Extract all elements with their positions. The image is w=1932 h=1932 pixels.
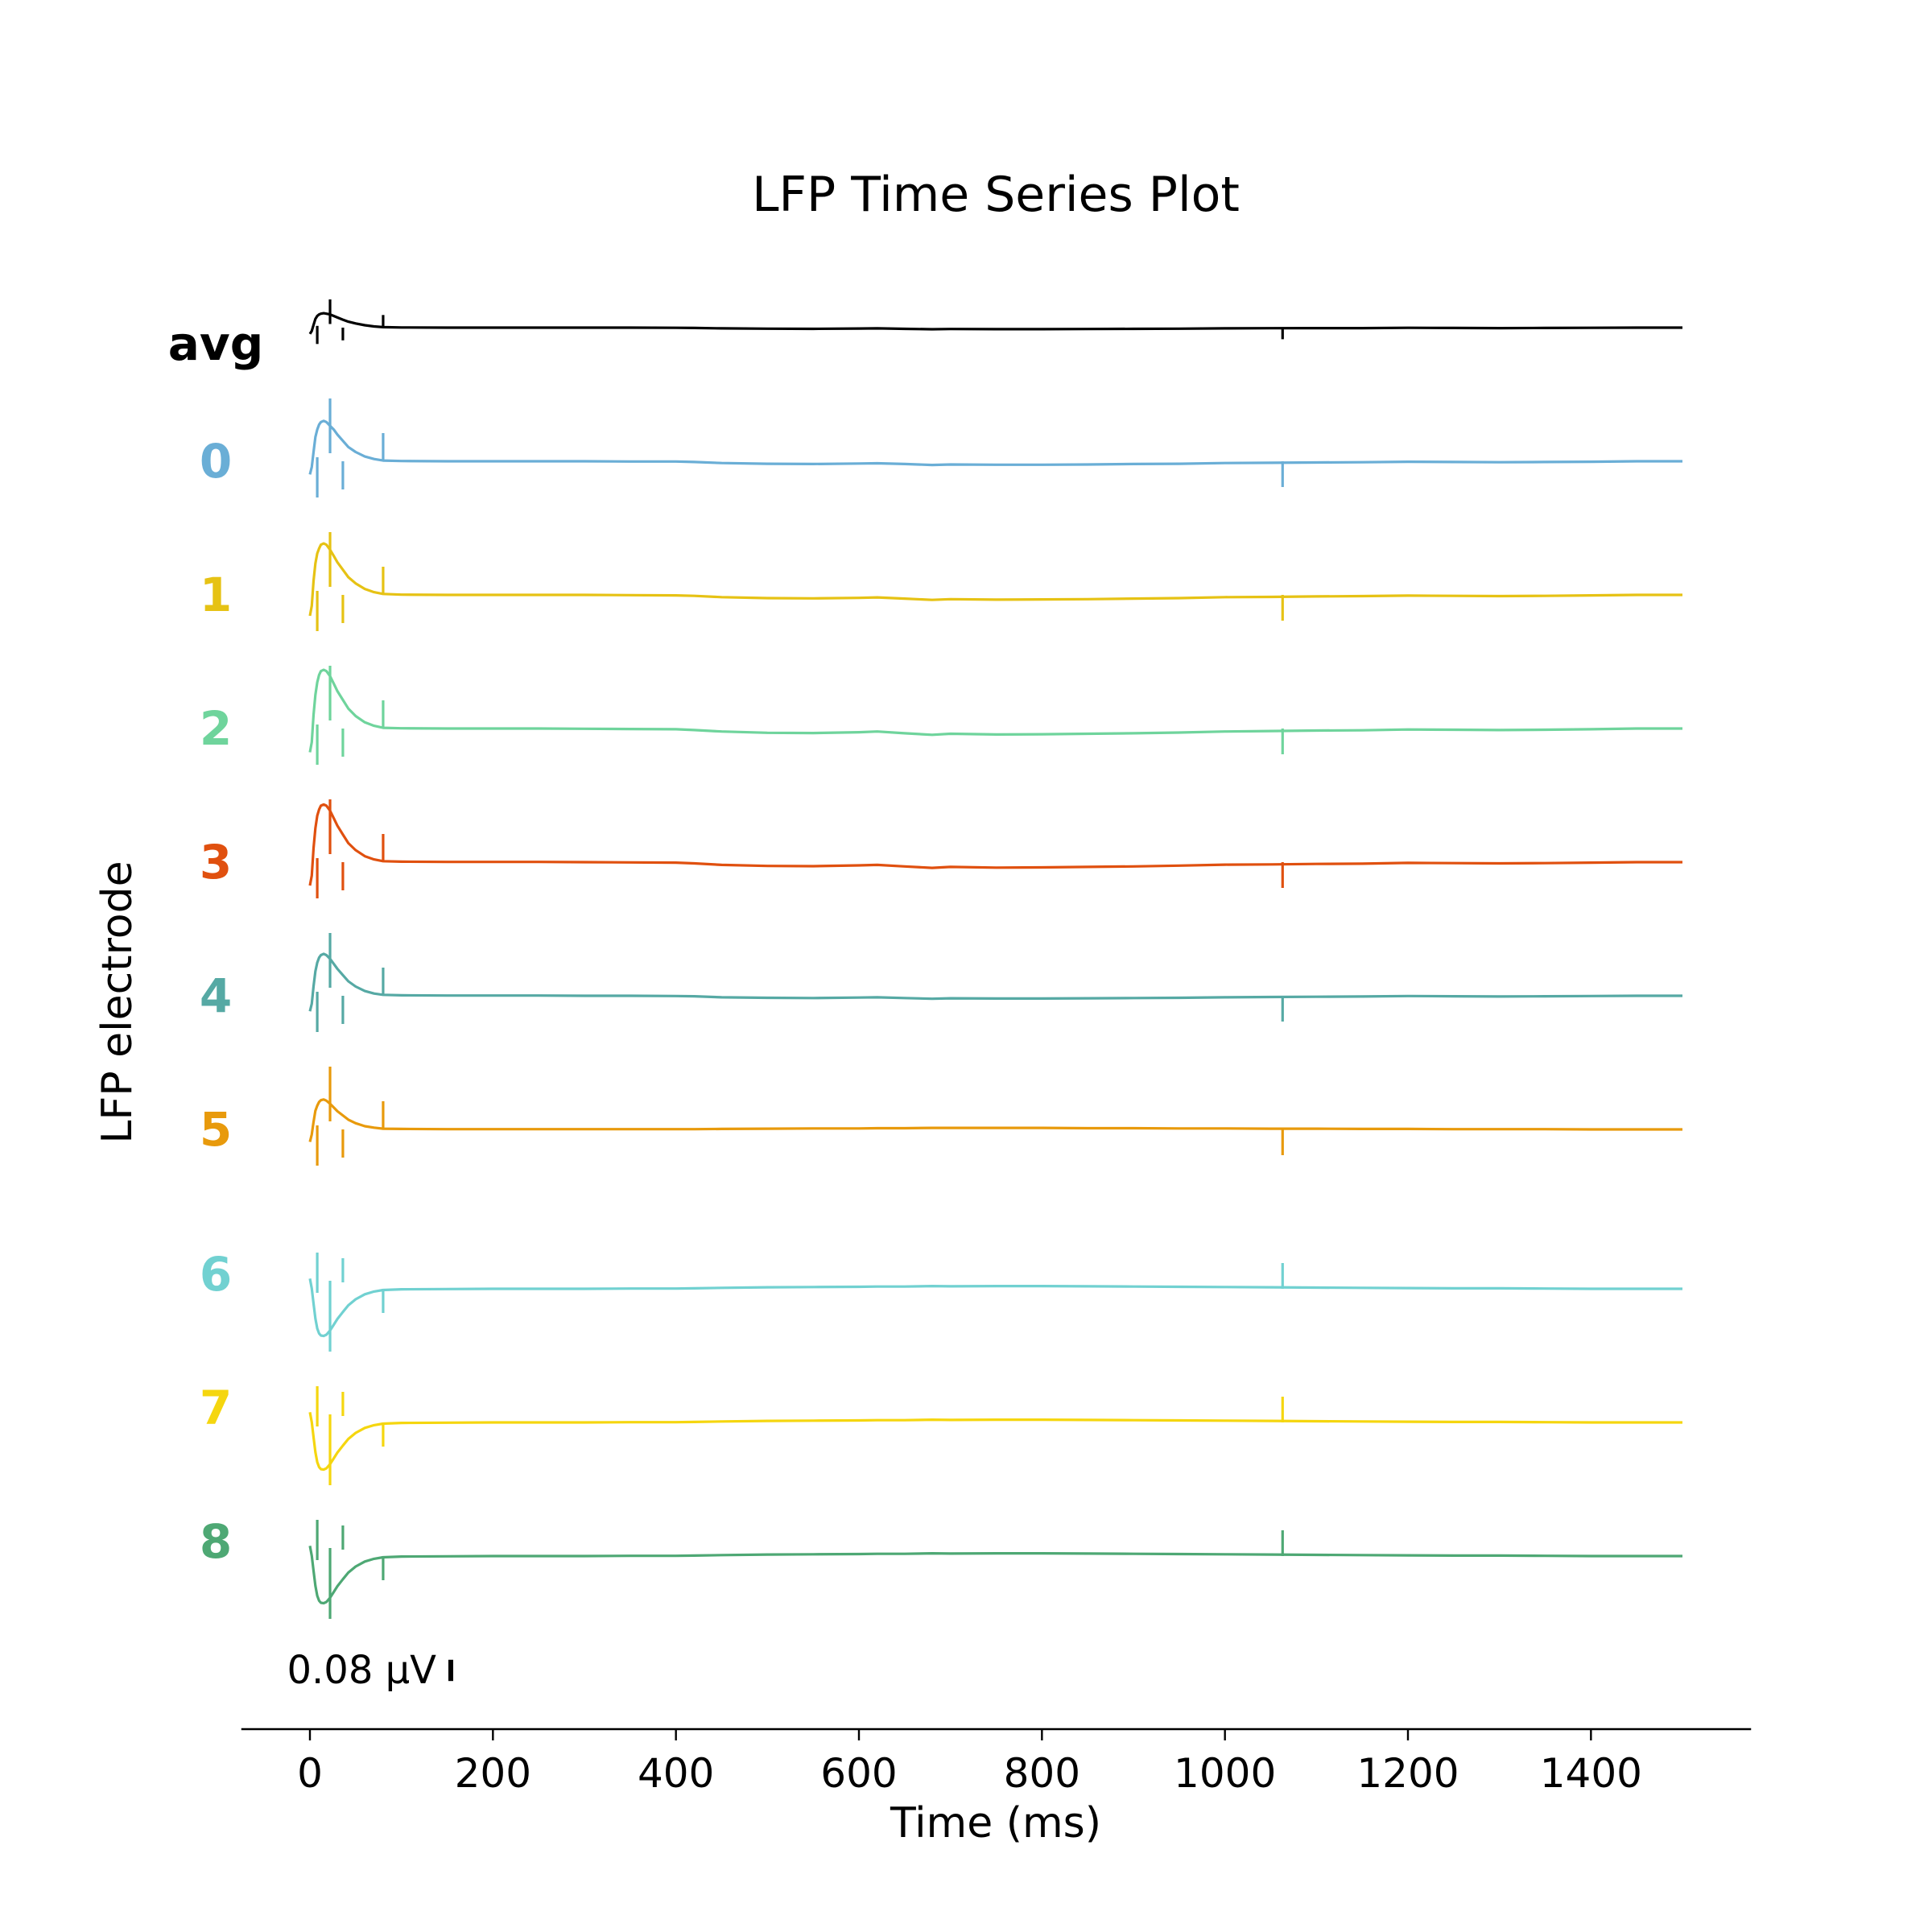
row-label-5: 5 bbox=[200, 1102, 232, 1157]
trace-6: 6 bbox=[200, 1247, 1682, 1352]
x-tick-label-1200: 1200 bbox=[1356, 1750, 1459, 1797]
trace-5: 5 bbox=[200, 1067, 1682, 1166]
x-tick-label-800: 800 bbox=[1004, 1750, 1080, 1797]
trace-line-4 bbox=[308, 952, 1682, 1012]
trace-2: 2 bbox=[200, 666, 1682, 765]
x-tick-label-0: 0 bbox=[297, 1750, 323, 1797]
trace-avg: avg bbox=[168, 299, 1682, 371]
row-label-8: 8 bbox=[200, 1514, 232, 1569]
trace-7: 7 bbox=[200, 1381, 1682, 1485]
trace-line-6 bbox=[308, 1278, 1682, 1338]
x-tick-label-200: 200 bbox=[455, 1750, 531, 1797]
x-tick-label-600: 600 bbox=[820, 1750, 897, 1797]
trace-line-1 bbox=[308, 542, 1682, 617]
trace-line-8 bbox=[308, 1546, 1682, 1605]
trace-group: avg 0 1 2 3 4 5 6 7 8 bbox=[168, 299, 1682, 1619]
trace-0: 0 bbox=[200, 398, 1682, 497]
x-tick-label-1400: 1400 bbox=[1540, 1750, 1642, 1797]
row-label-0: 0 bbox=[200, 434, 232, 489]
scale-bar-group: 0.08 μV bbox=[287, 1648, 453, 1693]
trace-line-7 bbox=[308, 1412, 1682, 1472]
trace-line-0 bbox=[308, 419, 1682, 475]
row-label-4: 4 bbox=[200, 968, 232, 1023]
row-label-6: 6 bbox=[200, 1247, 232, 1302]
row-label-2: 2 bbox=[200, 701, 232, 756]
x-tick-label-400: 400 bbox=[638, 1750, 714, 1797]
trace-line-5 bbox=[308, 1098, 1682, 1142]
trace-1: 1 bbox=[200, 532, 1682, 631]
trace-line-2 bbox=[308, 668, 1682, 753]
chart-title: LFP Time Series Plot bbox=[752, 167, 1240, 223]
trace-line-avg bbox=[308, 312, 1682, 335]
y-axis-label: LFP electrode bbox=[93, 861, 142, 1143]
row-label-avg: avg bbox=[168, 316, 263, 371]
trace-4: 4 bbox=[200, 933, 1682, 1032]
row-label-7: 7 bbox=[200, 1381, 232, 1435]
x-axis: 0 200 400 600 800 1000 1200 1400 bbox=[241, 1728, 1752, 1797]
trace-line-3 bbox=[308, 803, 1682, 886]
row-label-1: 1 bbox=[200, 568, 232, 622]
scale-bar-label: 0.08 μV bbox=[287, 1648, 436, 1693]
trace-8: 8 bbox=[200, 1514, 1682, 1619]
x-axis-label: Time (ms) bbox=[890, 1799, 1101, 1847]
row-label-3: 3 bbox=[200, 835, 232, 890]
trace-3: 3 bbox=[200, 799, 1682, 898]
x-tick-label-1000: 1000 bbox=[1174, 1750, 1276, 1797]
